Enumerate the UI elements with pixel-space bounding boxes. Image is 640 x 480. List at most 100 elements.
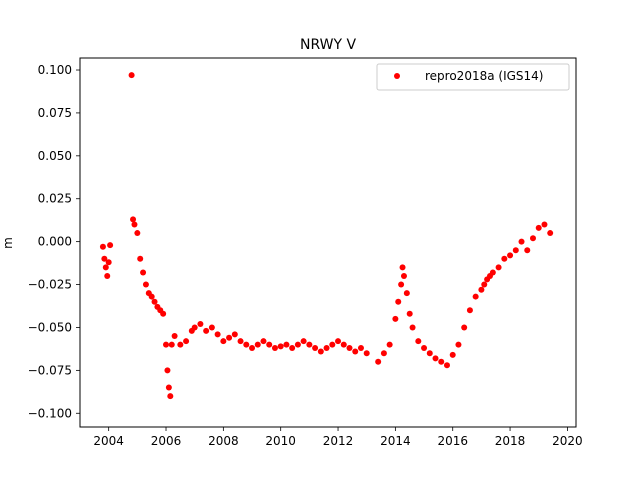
data-point xyxy=(137,255,144,262)
data-point xyxy=(357,345,364,352)
data-point xyxy=(432,355,439,362)
data-point xyxy=(237,338,244,345)
data-point xyxy=(375,358,382,365)
y-tick-label: −0.025 xyxy=(28,278,72,292)
data-point xyxy=(249,345,256,352)
data-point xyxy=(409,324,416,331)
data-point xyxy=(214,331,221,338)
data-point xyxy=(323,345,330,352)
data-point xyxy=(105,259,112,266)
data-point xyxy=(317,348,324,355)
x-tick-label: 2018 xyxy=(495,434,526,448)
x-tick-label: 2006 xyxy=(151,434,182,448)
data-point xyxy=(421,345,428,352)
data-point xyxy=(171,333,178,340)
data-point xyxy=(306,341,313,348)
data-point xyxy=(102,264,109,271)
x-tick-label: 2004 xyxy=(93,434,124,448)
x-tick-label: 2012 xyxy=(323,434,354,448)
data-point xyxy=(163,341,170,348)
data-point xyxy=(104,272,111,279)
data-point xyxy=(208,324,215,331)
data-point xyxy=(403,290,410,297)
data-point xyxy=(168,341,175,348)
data-point xyxy=(294,341,301,348)
data-point xyxy=(140,269,147,276)
data-point xyxy=(449,351,456,358)
data-point xyxy=(148,293,155,300)
data-point xyxy=(164,367,171,374)
y-tick-label: 0.100 xyxy=(38,63,72,77)
y-tick-label: 0.000 xyxy=(38,235,72,249)
data-point xyxy=(399,264,406,271)
data-point xyxy=(547,230,554,237)
scatter-points xyxy=(99,72,554,400)
data-point xyxy=(131,221,138,228)
data-point xyxy=(426,350,433,357)
data-point xyxy=(130,216,137,223)
data-point xyxy=(535,224,542,231)
data-point xyxy=(518,238,525,245)
y-tick-label: −0.050 xyxy=(28,320,72,334)
data-point xyxy=(443,362,450,369)
data-point xyxy=(466,307,473,314)
data-point xyxy=(254,341,261,348)
data-point xyxy=(346,345,353,352)
data-point xyxy=(352,348,359,355)
y-axis: −0.100 −0.075 −0.050 −0.025 0.000 0.025 0.050 0… xyxy=(28,63,80,420)
data-point xyxy=(340,341,347,348)
x-tick-label: 2010 xyxy=(265,434,296,448)
data-point xyxy=(191,324,198,331)
data-point xyxy=(271,345,278,352)
data-point xyxy=(289,345,296,352)
data-point xyxy=(461,324,468,331)
x-tick-label: 2008 xyxy=(208,434,239,448)
data-point xyxy=(398,281,405,288)
data-point xyxy=(128,72,135,79)
data-point xyxy=(329,341,336,348)
data-point xyxy=(243,341,250,348)
x-tick-label: 2014 xyxy=(380,434,411,448)
data-point xyxy=(151,298,158,305)
data-point xyxy=(165,384,172,391)
x-tick-label: 2020 xyxy=(552,434,583,448)
data-point xyxy=(524,247,531,254)
data-point xyxy=(400,272,407,279)
x-tick-label: 2016 xyxy=(437,434,468,448)
data-point xyxy=(231,331,238,338)
data-point xyxy=(495,264,502,271)
y-tick-label: −0.100 xyxy=(28,406,72,420)
data-point xyxy=(406,310,413,317)
data-point xyxy=(277,343,284,350)
data-point xyxy=(203,327,210,334)
data-point xyxy=(312,345,319,352)
data-point xyxy=(260,338,267,345)
data-point xyxy=(478,286,485,293)
data-point xyxy=(363,350,370,357)
data-point xyxy=(107,242,114,249)
y-tick-label: 0.025 xyxy=(38,192,72,206)
data-point xyxy=(335,338,342,345)
chart-title: NRWY V xyxy=(300,37,356,53)
data-point xyxy=(415,338,422,345)
data-point xyxy=(472,293,479,300)
data-point xyxy=(541,221,548,228)
legend-label: repro2018a (IGS14) xyxy=(425,69,543,83)
data-point xyxy=(501,255,508,262)
data-point xyxy=(380,350,387,357)
data-point xyxy=(395,298,402,305)
y-tick-label: −0.075 xyxy=(28,363,72,377)
data-point xyxy=(226,334,233,341)
data-point xyxy=(99,243,106,250)
data-point xyxy=(183,338,190,345)
legend: repro2018a (IGS14) xyxy=(376,63,570,91)
x-axis: 2004 2006 2008 2010 2012 2014 2016 2018 2020 xyxy=(93,427,583,448)
data-point xyxy=(386,341,393,348)
data-point xyxy=(455,341,462,348)
data-point xyxy=(529,235,536,242)
data-point xyxy=(101,255,108,262)
data-point xyxy=(438,358,445,365)
data-point xyxy=(160,310,167,317)
data-point xyxy=(507,252,514,259)
data-point xyxy=(167,393,174,400)
